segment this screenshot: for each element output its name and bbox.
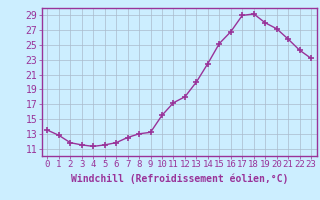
- X-axis label: Windchill (Refroidissement éolien,°C): Windchill (Refroidissement éolien,°C): [70, 173, 288, 184]
